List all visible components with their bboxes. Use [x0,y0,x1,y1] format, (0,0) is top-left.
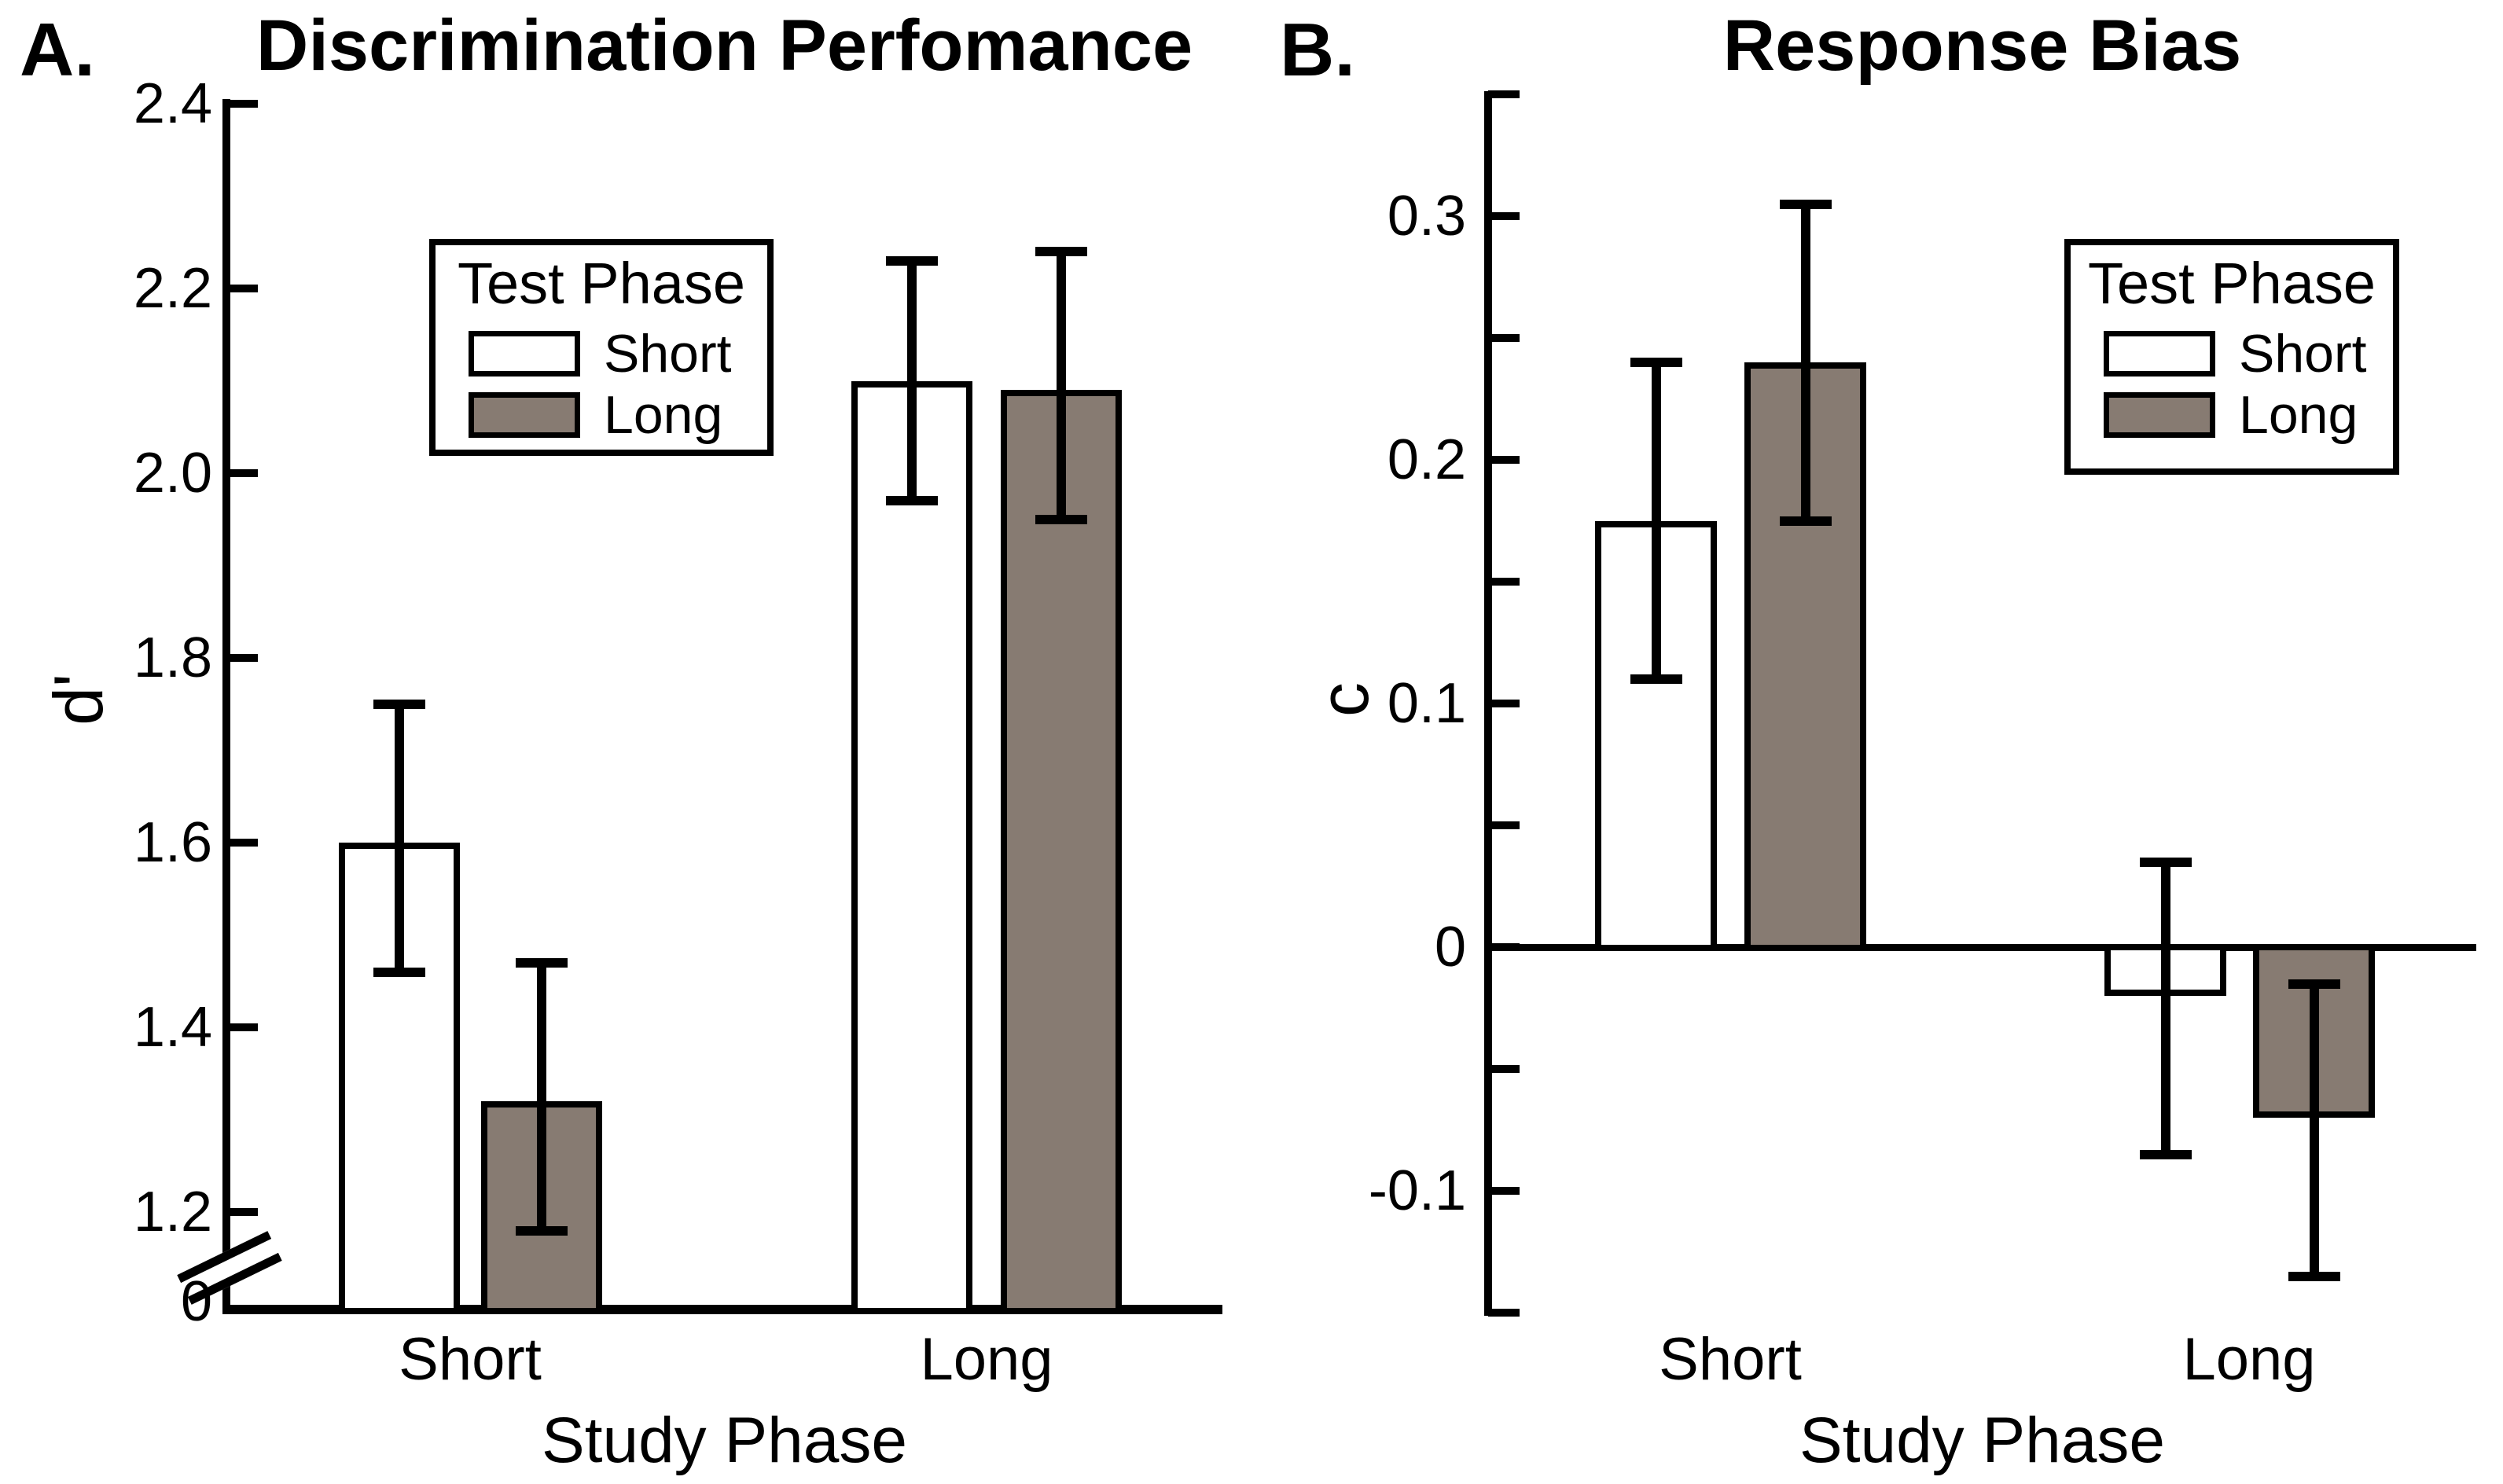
error-bar-cap-bottom [886,496,938,506]
y-axis-tick [226,839,258,847]
y-tick-label: 2.2 [133,257,212,320]
bar-long-long [1001,390,1122,1314]
y-axis-tick [1488,90,1520,98]
legend-title: Test Phase [457,251,746,316]
y-tick-label: 2.4 [133,72,212,135]
y-tick-label: 0.3 [1387,185,1466,248]
y-axis-tick [1488,821,1520,829]
y-axis-tick [226,654,258,662]
legend-label-long: Long [2239,385,2358,446]
error-bar-stem [537,962,546,1231]
y-axis-tick [226,469,258,477]
error-bar-cap-bottom [1779,516,1832,526]
y-tick-label: 1.4 [133,996,212,1059]
panel-b-letter: B. [1280,8,1355,92]
error-bar-stem [1800,204,1810,521]
y-axis-tick [1488,212,1520,220]
y-tick-label: 0.1 [1387,672,1466,735]
legend-swatch-long-icon [469,392,580,439]
y-axis-tick [226,100,258,108]
error-bar-cap-bottom [2288,1271,2340,1281]
panel-a-xlabel: Study Phase [542,1405,907,1476]
y-axis-tick [1488,456,1520,464]
legend-swatch-short-icon [469,331,580,377]
legend-label-short: Short [604,324,732,384]
x-category-label-short: Short [1659,1326,1802,1393]
error-bar-cap-top [1035,247,1087,256]
x-axis-baseline [222,1305,1222,1314]
y-tick-label: 2.0 [133,442,212,505]
y-axis-tick [1488,1065,1520,1073]
y-tick-label: 1.6 [133,811,212,874]
error-bar-stem [395,703,404,972]
error-bar-cap-top [1779,199,1832,209]
error-bar-stem [2160,861,2170,1155]
y-axis-tick [226,285,258,292]
y-tick-label: 1.8 [133,626,212,689]
panel-b-title: Response Bias [1722,6,2242,86]
error-bar-cap-top [886,255,938,266]
panel-b-xlabel: Study Phase [1799,1405,2165,1476]
y-axis-tick [1488,578,1520,586]
panel-a-letter: A. [20,8,95,92]
x-category-label-long: Long [2182,1326,2316,1393]
y-axis-tick [226,1023,258,1031]
legend-label-short: Short [2239,324,2367,384]
y-axis-tick [1488,700,1520,707]
legend-swatch-short-icon [2104,331,2215,377]
error-bar-cap-top [2288,979,2340,989]
error-bar-cap-bottom [2139,1149,2192,1159]
y-axis-tick [1488,1187,1520,1195]
error-bar-cap-bottom [373,967,425,977]
y-tick-label: -0.1 [1368,1159,1466,1222]
y-tick-label: 0.2 [1387,428,1466,491]
y-tick-label: 0 [1434,916,1466,979]
legend-item-short: Short [2104,324,2393,384]
error-bar-cap-bottom [1035,514,1087,524]
legend-item-short: Short [469,324,767,384]
x-category-label-short: Short [399,1326,542,1393]
legend-label-long: Long [604,385,723,446]
zero-line [1488,944,2476,951]
x-category-label-long: Long [920,1326,1053,1393]
y-tick-label-zero: 0 [180,1270,212,1333]
error-bar-cap-top [1630,358,1682,367]
panel-b-legend: Test Phase Short Long [2064,239,2399,475]
error-bar-cap-bottom [1630,674,1682,684]
y-axis-tick [1488,1309,1520,1317]
error-bar-cap-top [516,957,568,968]
y-tick-label: 1.2 [133,1181,212,1243]
y-axis-tick [1488,334,1520,342]
y-axis-tick [226,1208,258,1216]
legend-title: Test Phase [2087,251,2376,316]
error-bar-cap-top [2139,857,2192,867]
panel-a-title: Discrimination Perfomance [255,6,1193,86]
error-bar-stem [2309,983,2319,1276]
error-bar-stem [1651,362,1661,679]
error-bar-cap-bottom [516,1225,568,1236]
panel-a-legend: Test Phase Short Long [429,239,774,456]
y-axis-line [222,99,230,1314]
error-bar-stem [907,260,917,501]
legend-item-long: Long [469,385,767,446]
legend-swatch-long-icon [2104,392,2215,439]
error-bar-cap-top [373,699,425,709]
error-bar-stem [1057,252,1066,520]
legend-item-long: Long [2104,385,2393,446]
